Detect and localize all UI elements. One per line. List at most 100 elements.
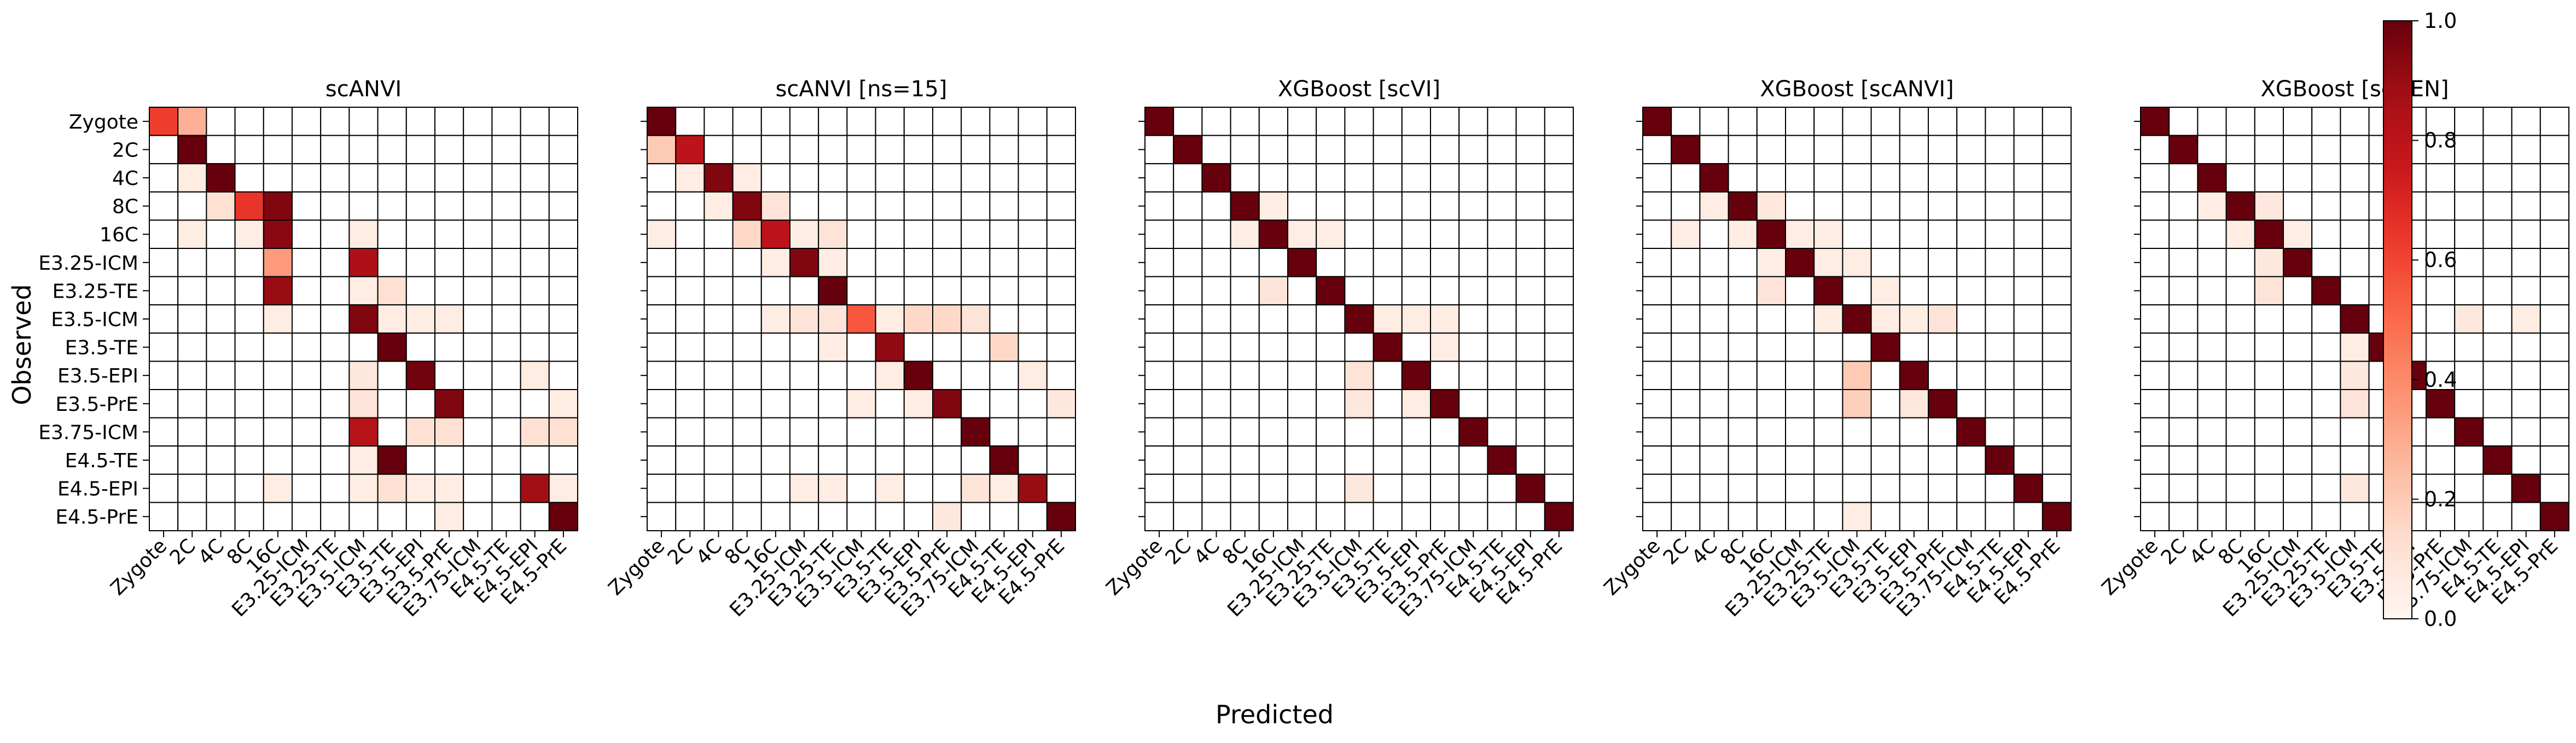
heatmap-cell bbox=[234, 361, 264, 391]
heatmap-cell bbox=[989, 191, 1019, 221]
heatmap-cell bbox=[434, 502, 464, 532]
heatmap-cell bbox=[1728, 361, 1758, 391]
heatmap-cell bbox=[1671, 163, 1701, 193]
heatmap-cell bbox=[377, 332, 407, 362]
heatmap-cell bbox=[1515, 389, 1545, 419]
heatmap-cell bbox=[1642, 219, 1672, 249]
heatmap-cell bbox=[1699, 248, 1729, 277]
heatmap-cell bbox=[1344, 445, 1374, 475]
figure-xlabel: Predicted bbox=[1216, 700, 1334, 729]
heatmap-cell bbox=[1899, 502, 1929, 532]
heatmap-cell bbox=[491, 417, 521, 447]
heatmap-cell bbox=[1671, 276, 1701, 306]
heatmap-cell bbox=[1487, 445, 1517, 475]
heatmap-cell bbox=[234, 219, 264, 249]
heatmap-cell bbox=[491, 332, 521, 362]
heatmap-cell bbox=[1785, 445, 1815, 475]
heatmap-cell bbox=[2426, 445, 2456, 475]
heatmap-cell bbox=[818, 107, 848, 136]
heatmap-cell bbox=[989, 107, 1019, 136]
heatmap-cell bbox=[846, 163, 876, 193]
heatmap-cell bbox=[2482, 502, 2513, 532]
heatmap-cell bbox=[206, 304, 236, 334]
heatmap-cell bbox=[1344, 135, 1374, 165]
heatmap-cell bbox=[2140, 332, 2170, 362]
heatmap-cell bbox=[1201, 107, 1231, 136]
heatmap-cell bbox=[463, 417, 493, 447]
heatmap-cell bbox=[1544, 191, 1574, 221]
heatmap-cell bbox=[1401, 276, 1432, 306]
heatmap-cell bbox=[1458, 248, 1488, 277]
heatmap-cell bbox=[1144, 248, 1174, 277]
heatmap-cell bbox=[1458, 502, 1488, 532]
heatmap-cell bbox=[1401, 107, 1432, 136]
heatmap-cell bbox=[463, 219, 493, 249]
heatmap-cell bbox=[206, 219, 236, 249]
heatmap-cell bbox=[1515, 163, 1545, 193]
heatmap-cell bbox=[2511, 389, 2541, 419]
heatmap-cell bbox=[2283, 332, 2313, 362]
heatmap-cell bbox=[961, 473, 991, 503]
heatmap-cell bbox=[177, 417, 207, 447]
heatmap-cell bbox=[2283, 163, 2313, 193]
heatmap-cell bbox=[1046, 135, 1077, 165]
heatmap-cell bbox=[1699, 191, 1729, 221]
heatmap-cell bbox=[2482, 219, 2513, 249]
heatmap-cell bbox=[1842, 417, 1872, 447]
heatmap-cell bbox=[1985, 445, 2015, 475]
heatmap-cell bbox=[2197, 473, 2227, 503]
heatmap-cell bbox=[1430, 135, 1460, 165]
heatmap-cell bbox=[932, 417, 962, 447]
heatmap-cell bbox=[405, 248, 435, 277]
heatmap-cell bbox=[434, 276, 464, 306]
heatmap-cell bbox=[263, 389, 293, 419]
heatmap-cell bbox=[2340, 445, 2370, 475]
heatmap-cell bbox=[2454, 219, 2484, 249]
heatmap-cell bbox=[1756, 361, 1787, 391]
heatmap-cell bbox=[2311, 276, 2341, 306]
heatmap-cell bbox=[1258, 163, 1289, 193]
heatmap-cell bbox=[1144, 332, 1174, 362]
heatmap-cell bbox=[1373, 361, 1403, 391]
heatmap-cell bbox=[1756, 417, 1787, 447]
heatmap-cell bbox=[263, 163, 293, 193]
heatmap-cell bbox=[2140, 473, 2170, 503]
heatmap-cell bbox=[292, 135, 322, 165]
heatmap-cell bbox=[732, 135, 762, 165]
heatmap-cell bbox=[149, 163, 179, 193]
heatmap-cell bbox=[348, 163, 379, 193]
heatmap-cell bbox=[789, 332, 819, 362]
heatmap-cell bbox=[2539, 163, 2569, 193]
heatmap-cell bbox=[206, 135, 236, 165]
heatmap-cell bbox=[292, 107, 322, 136]
heatmap-cell bbox=[2283, 361, 2313, 391]
heatmap-cell bbox=[1813, 276, 1844, 306]
heatmap-cell bbox=[2197, 502, 2227, 532]
heatmap-cell bbox=[675, 417, 705, 447]
heatmap-cell bbox=[1870, 107, 1900, 136]
heatmap-cell bbox=[818, 219, 848, 249]
heatmap-cell bbox=[1928, 502, 1958, 532]
heatmap-cell bbox=[2140, 389, 2170, 419]
heatmap-cell bbox=[2454, 361, 2484, 391]
heatmap-cell bbox=[732, 361, 762, 391]
heatmap-cell bbox=[2042, 417, 2072, 447]
heatmap-cell bbox=[2426, 219, 2456, 249]
heatmap-cell bbox=[1344, 332, 1374, 362]
heatmap-cell bbox=[463, 332, 493, 362]
heatmap-cell bbox=[1842, 135, 1872, 165]
heatmap-cell bbox=[463, 361, 493, 391]
heatmap-cell bbox=[2539, 389, 2569, 419]
heatmap-cell bbox=[1430, 445, 1460, 475]
heatmap-cell bbox=[2225, 445, 2255, 475]
heatmap-cell bbox=[1842, 191, 1872, 221]
heatmap-cell bbox=[434, 332, 464, 362]
heatmap-cell bbox=[2340, 417, 2370, 447]
heatmap-cell bbox=[2013, 445, 2043, 475]
heatmap-cell bbox=[1899, 304, 1929, 334]
heatmap-cell bbox=[2168, 304, 2199, 334]
heatmap-cell bbox=[875, 276, 905, 306]
heatmap-cell bbox=[1642, 332, 1672, 362]
heatmap-cell bbox=[1515, 107, 1545, 136]
heatmap-cell bbox=[2511, 502, 2541, 532]
